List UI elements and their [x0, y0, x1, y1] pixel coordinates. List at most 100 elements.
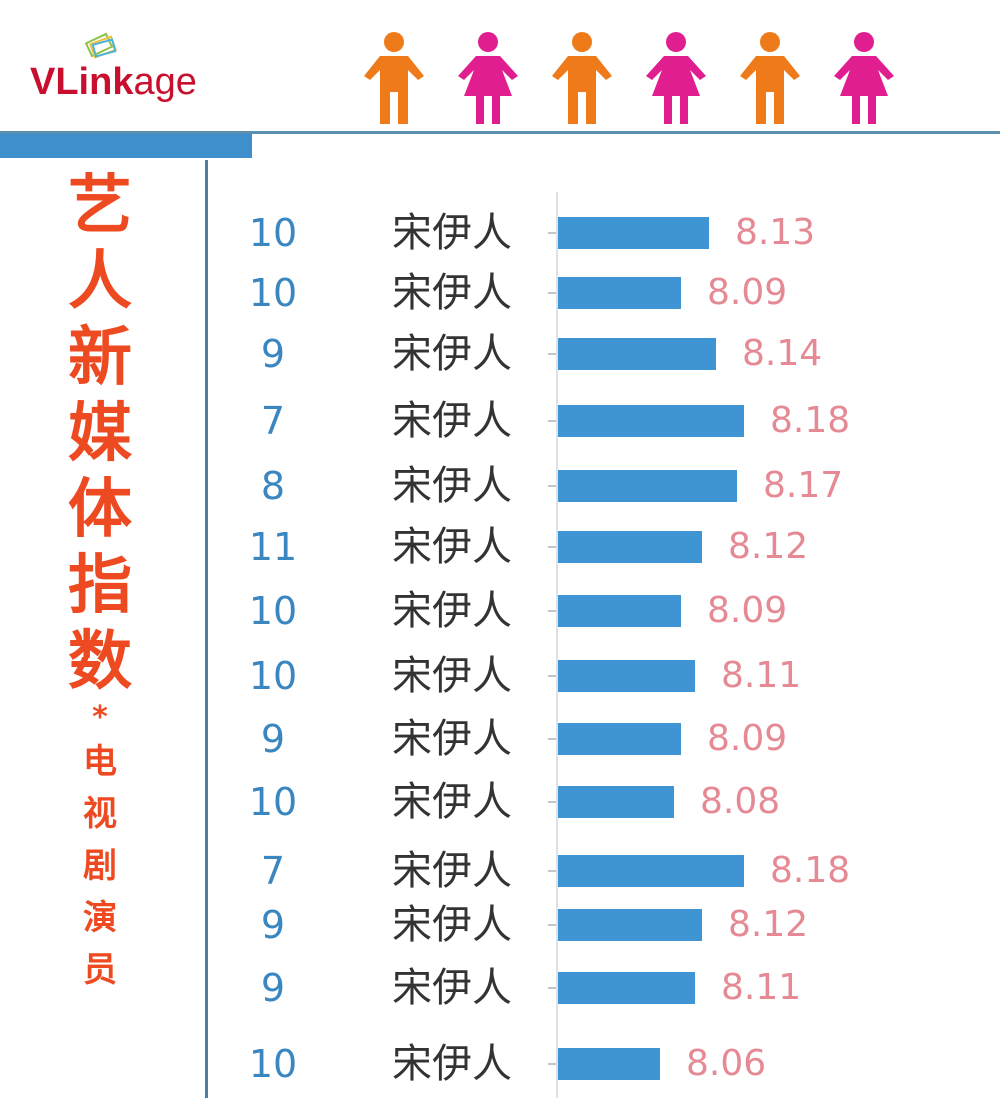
index-value: 8.18	[770, 850, 851, 891]
rank-value: 10	[248, 780, 298, 824]
index-value: 8.17	[763, 465, 844, 506]
index-value: 8.13	[735, 212, 816, 253]
rank-value: 10	[248, 1042, 298, 1086]
table-row: 7 宋伊人 8.18	[0, 393, 1000, 449]
index-value: 8.11	[721, 967, 802, 1008]
title-char: 人	[68, 245, 132, 319]
header-divider	[0, 131, 1000, 134]
index-value: 8.11	[721, 655, 802, 696]
logo-cards-icon	[84, 32, 118, 59]
table-row: 10 宋伊人 8.08	[0, 774, 1000, 830]
index-value: 8.06	[686, 1043, 767, 1084]
index-bar	[558, 405, 744, 437]
table-row: 9 宋伊人 8.14	[0, 326, 1000, 382]
index-bar	[558, 595, 681, 627]
sidebar-divider	[205, 160, 208, 1098]
index-value: 8.14	[742, 333, 823, 374]
axis-tick	[548, 987, 556, 989]
artist-name: 宋伊人	[392, 210, 512, 256]
table-row: 9 宋伊人 8.11	[0, 960, 1000, 1016]
title-char: 体	[68, 473, 132, 547]
axis-tick	[548, 675, 556, 677]
female-icon	[834, 32, 894, 124]
male-icon	[552, 32, 612, 124]
artist-name: 宋伊人	[392, 902, 512, 948]
index-bar	[558, 277, 681, 309]
index-value: 8.12	[728, 904, 809, 945]
rank-value: 9	[260, 717, 286, 761]
artist-name: 宋伊人	[392, 270, 512, 316]
artist-name: 宋伊人	[392, 398, 512, 444]
title-separator: *	[92, 700, 108, 735]
subtitle-char: 视	[83, 794, 117, 834]
index-bar	[558, 972, 695, 1004]
table-row: 10 宋伊人 8.06	[0, 1036, 1000, 1092]
gender-icons-row	[358, 30, 918, 126]
vertical-title: 艺 人 新 媒 体 指 数 * 电 视 剧 演 员	[50, 168, 150, 996]
index-bar	[558, 723, 681, 755]
artist-name: 宋伊人	[392, 965, 512, 1011]
rank-value: 10	[248, 271, 298, 315]
rank-value: 9	[260, 332, 286, 376]
artist-name: 宋伊人	[392, 716, 512, 762]
rank-value: 10	[248, 211, 298, 255]
artist-name: 宋伊人	[392, 653, 512, 699]
rank-value: 9	[260, 966, 286, 1010]
axis-tick	[548, 546, 556, 548]
table-row: 8 宋伊人 8.17	[0, 458, 1000, 514]
axis-tick	[548, 738, 556, 740]
title-char: 数	[68, 625, 132, 699]
title-char: 艺	[68, 169, 132, 243]
subtitle-char: 员	[83, 950, 117, 990]
male-icon	[364, 32, 424, 124]
axis-tick	[548, 870, 556, 872]
rank-value: 10	[248, 589, 298, 633]
title-char: 媒	[68, 397, 132, 471]
table-row: 10 宋伊人 8.13	[0, 205, 1000, 261]
rank-value: 7	[260, 849, 286, 893]
table-row: 9 宋伊人 8.12	[0, 897, 1000, 953]
table-row: 10 宋伊人 8.09	[0, 265, 1000, 321]
artist-name: 宋伊人	[392, 331, 512, 377]
rank-value: 10	[248, 654, 298, 698]
index-bar	[558, 470, 737, 502]
index-bar	[558, 531, 702, 563]
axis-tick	[548, 610, 556, 612]
accent-bar	[0, 134, 252, 158]
subtitle-char: 剧	[83, 846, 117, 886]
index-value: 8.09	[707, 718, 788, 759]
table-row: 11 宋伊人 8.12	[0, 519, 1000, 575]
index-value: 8.12	[728, 526, 809, 567]
artist-name: 宋伊人	[392, 848, 512, 894]
index-bar	[558, 786, 674, 818]
title-char: 指	[68, 549, 132, 623]
index-bar	[558, 217, 709, 249]
artist-name: 宋伊人	[392, 463, 512, 509]
table-row: 9 宋伊人 8.09	[0, 711, 1000, 767]
artist-name: 宋伊人	[392, 524, 512, 570]
title-char: 新	[68, 321, 132, 395]
axis-tick	[548, 420, 556, 422]
axis-tick	[548, 801, 556, 803]
index-bar	[558, 338, 716, 370]
vlinkage-logo: VLinkage	[30, 30, 250, 110]
logo-wordmark: VLinkage	[30, 61, 197, 103]
index-bar	[558, 855, 744, 887]
female-icon	[646, 32, 706, 124]
artist-name: 宋伊人	[392, 1041, 512, 1087]
rank-value: 9	[260, 903, 286, 947]
index-bar	[558, 909, 702, 941]
chart-axis	[556, 192, 558, 1098]
rank-value: 11	[248, 525, 298, 569]
axis-tick	[548, 1063, 556, 1065]
axis-tick	[548, 353, 556, 355]
axis-tick	[548, 485, 556, 487]
rank-value: 7	[260, 399, 286, 443]
index-value: 8.08	[700, 781, 781, 822]
table-row: 10 宋伊人 8.09	[0, 583, 1000, 639]
artist-name: 宋伊人	[392, 779, 512, 825]
index-value: 8.09	[707, 272, 788, 313]
index-bar	[558, 660, 695, 692]
male-icon	[740, 32, 800, 124]
axis-tick	[548, 292, 556, 294]
